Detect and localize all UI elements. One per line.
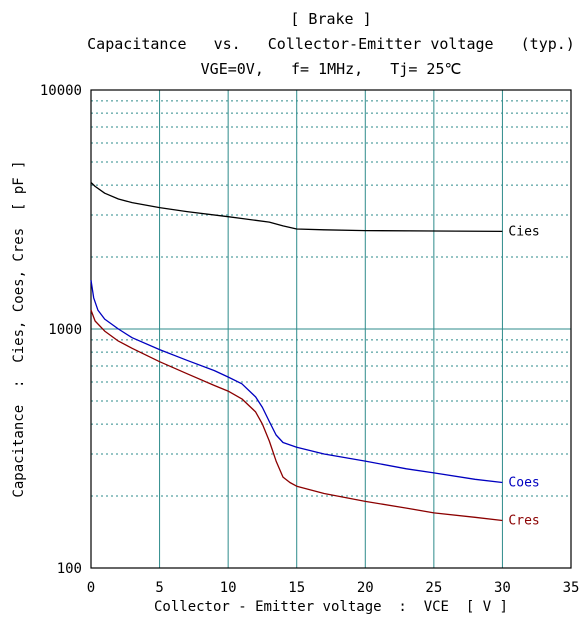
- series-label-cies: Cies: [508, 224, 539, 239]
- plot-frame: [90, 89, 572, 569]
- x-axis-label: Collector - Emitter voltage : VCE [ V ]: [154, 599, 508, 615]
- chart-title: [ Brake ]: [290, 10, 371, 28]
- x-tick-label: 20: [357, 580, 374, 596]
- series-line-cies: [90, 182, 503, 233]
- series-label-cres: Cres: [508, 514, 539, 529]
- y-axis-label: Capacitance : Cies, Coes, Cres [ pF ]: [11, 160, 27, 497]
- series-lines: Cies Coes Cres: [90, 182, 540, 529]
- grid: [91, 90, 571, 568]
- chart-subtitle: Capacitance vs. Collector-Emitter voltag…: [87, 35, 575, 53]
- x-tick-label: 35: [563, 580, 580, 596]
- x-tick-label: 25: [425, 580, 442, 596]
- tick-labels: 0 5 10 15 20 25 30 35 100 1000 10000: [40, 83, 580, 596]
- series-line-cres: [90, 309, 503, 522]
- y-tick-label: 10000: [40, 83, 82, 99]
- chart-conditions: VGE=0V, f= 1MHz, Tj= 25℃: [201, 60, 462, 78]
- x-tick-label: 15: [288, 580, 305, 596]
- y-tick-label: 1000: [48, 322, 82, 338]
- y-tick-label: 100: [57, 561, 82, 577]
- series-label-coes: Coes: [508, 475, 539, 490]
- x-tick-label: 5: [155, 580, 163, 596]
- x-tick-label: 10: [220, 580, 237, 596]
- x-tick-label: 0: [87, 580, 95, 596]
- x-tick-label: 30: [494, 580, 511, 596]
- series-line-coes: [90, 280, 503, 484]
